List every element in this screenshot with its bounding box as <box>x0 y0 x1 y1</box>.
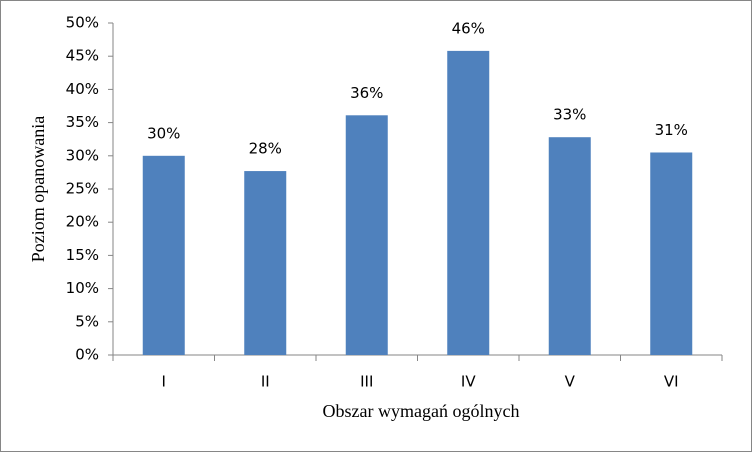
bar <box>548 137 591 355</box>
x-tick-label: VI <box>664 373 679 391</box>
data-label: 46% <box>452 19 485 37</box>
y-tick-label: 15% <box>66 246 99 264</box>
y-tick-label: 0% <box>75 346 99 364</box>
bar <box>447 50 490 355</box>
y-tick-label: 25% <box>66 180 99 198</box>
y-tick-label: 50% <box>66 14 99 32</box>
x-tick-label: V <box>565 373 576 391</box>
data-label: 30% <box>147 124 180 142</box>
y-tick-label: 35% <box>66 113 99 131</box>
y-tick-label: 10% <box>66 279 99 297</box>
x-tick-label: I <box>162 373 166 391</box>
data-label: 31% <box>655 121 688 139</box>
y-tick-label: 30% <box>66 146 99 164</box>
data-label: 33% <box>553 106 586 124</box>
bar <box>244 171 287 355</box>
bar <box>345 115 388 356</box>
y-tick-label: 20% <box>66 213 99 231</box>
data-label: 36% <box>350 84 383 102</box>
y-tick-label: 45% <box>66 47 99 65</box>
data-label: 28% <box>249 140 282 158</box>
y-tick-label: 40% <box>66 80 99 98</box>
x-tick-label: III <box>360 373 373 391</box>
x-tick-label: II <box>261 373 270 391</box>
x-axis-title: Obszar wymagań ogólnych <box>323 401 520 421</box>
bar <box>142 155 185 355</box>
x-tick-label: IV <box>461 373 476 391</box>
y-axis-title: Poziom opanowania <box>28 116 48 262</box>
y-tick-label: 5% <box>75 312 99 330</box>
bar <box>650 152 693 355</box>
